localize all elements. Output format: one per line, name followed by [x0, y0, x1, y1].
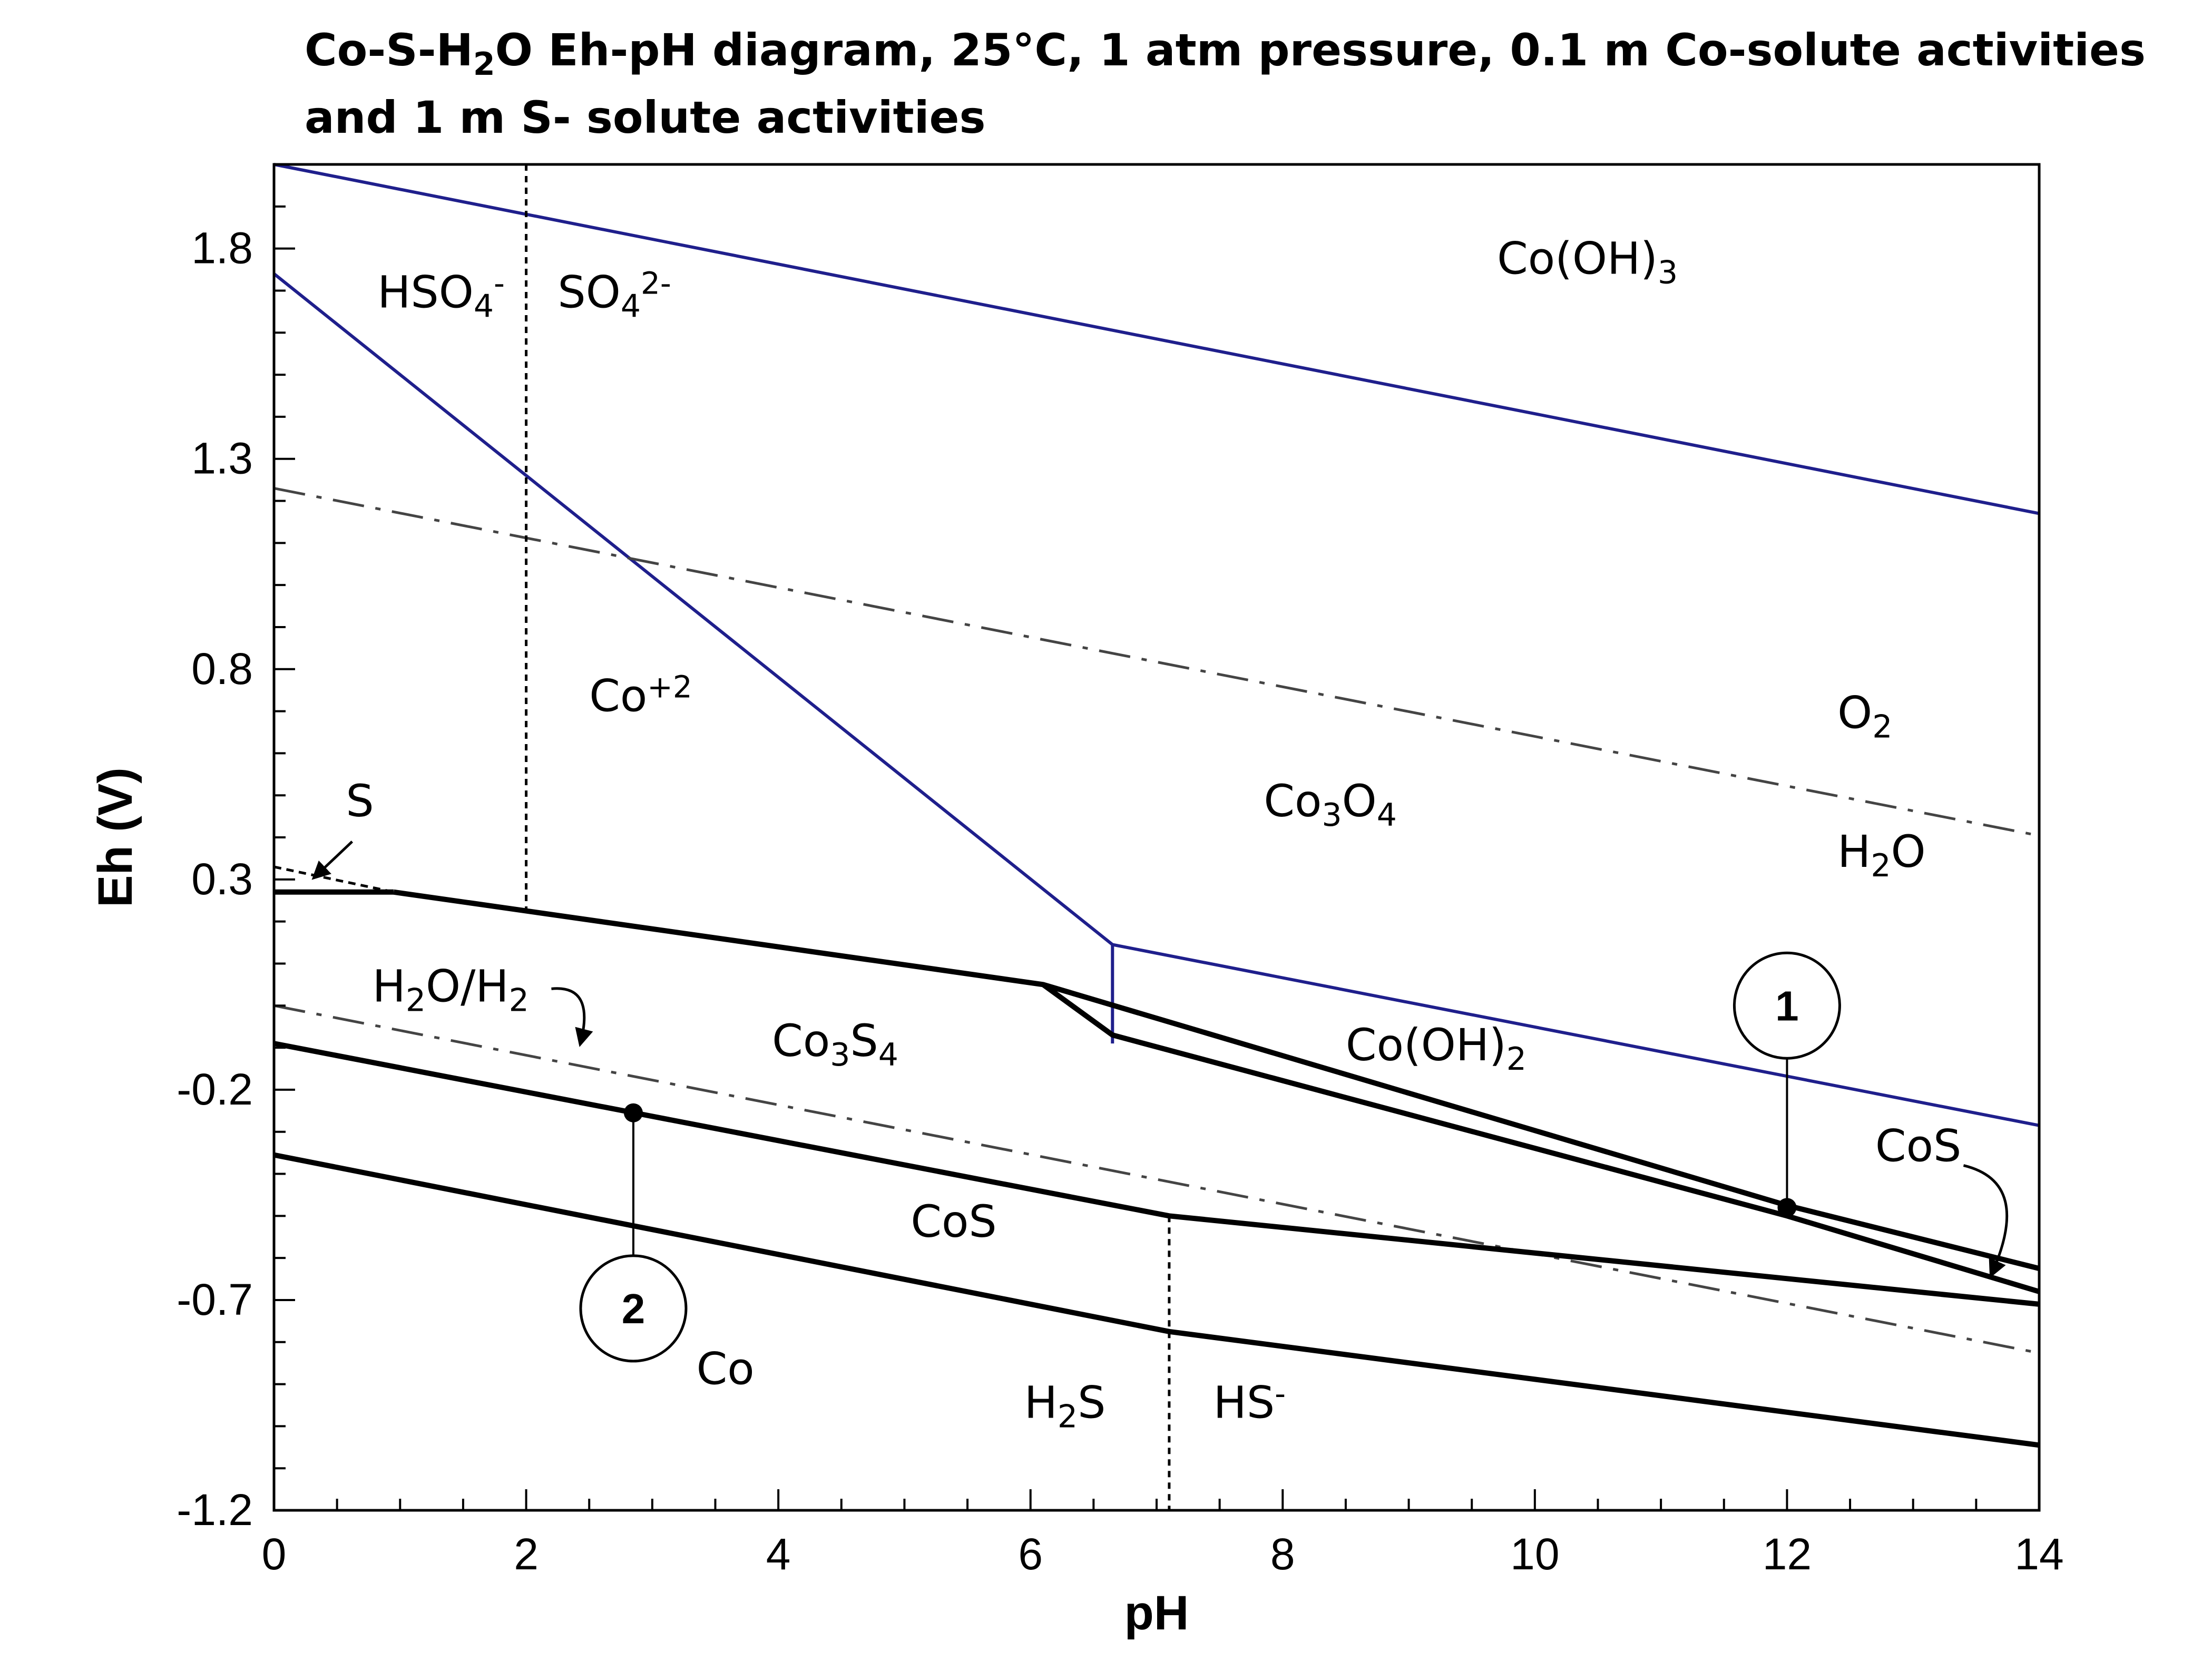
- chart-title: Co-S-H2O Eh-pH diagram, 25°C, 1 atm pres…: [305, 24, 2146, 143]
- region-label-4: Co3O4: [1264, 775, 1397, 834]
- x-tick-label-0: 0: [262, 1529, 287, 1579]
- region-label-3: Co+2: [589, 669, 692, 721]
- region-label-13: Co: [697, 1343, 755, 1395]
- arrow-s: [311, 841, 354, 880]
- region-label-11: CoS: [1875, 1120, 1961, 1172]
- region-label-1: HSO4-: [377, 265, 505, 325]
- arrow-h2o-h2: [551, 987, 593, 1047]
- x-axis-label: pH: [1124, 1586, 1189, 1640]
- x-tick-label-7: 14: [2014, 1529, 2063, 1579]
- region-label-6: H2O: [1837, 826, 1925, 884]
- chart-title-line2: and 1 m S- solute activities: [305, 92, 985, 143]
- x-tick-label-6: 12: [1763, 1529, 1812, 1579]
- series-line-0: [273, 163, 2040, 515]
- series-line-4: [273, 487, 2040, 837]
- region-label-5: O2: [1837, 687, 1892, 745]
- region-label-0: Co(OH)3: [1497, 233, 1678, 291]
- x-tick-label-1: 2: [514, 1529, 539, 1579]
- marker-dot-1: [1777, 1198, 1797, 1217]
- region-label-7: S: [346, 775, 374, 827]
- x-tick-label-4: 8: [1270, 1529, 1295, 1579]
- arrow-cos: [1963, 1164, 2009, 1278]
- y-tick-label-2: 0.8: [191, 644, 253, 694]
- series-line-6: [273, 865, 394, 894]
- region-label-8: H2O/H2: [373, 960, 529, 1019]
- x-tick-label-2: 4: [766, 1529, 791, 1579]
- series-line-8: [393, 889, 2040, 1294]
- y-tick-label-0: 1.8: [191, 223, 253, 273]
- marker-circle-1: [1733, 951, 1841, 1060]
- region-label-10: Co(OH)2: [1346, 1019, 1526, 1078]
- series-line-3: [1112, 943, 2040, 1127]
- chart-title-line1: Co-S-H2O Eh-pH diagram, 25°C, 1 atm pres…: [305, 24, 2146, 83]
- plot-border: [272, 163, 2041, 1512]
- x-tick-label-3: 6: [1018, 1529, 1043, 1579]
- y-tick-label-6: -1.2: [177, 1485, 253, 1535]
- region-label-2: SO42-: [557, 265, 671, 325]
- plot-layer: 1 2 Co(OH)3 HSO4- SO42- Co+2 Co3O4 O2 H2O S H2O/H2…: [273, 163, 2040, 1510]
- y-tick-label-4: -0.2: [177, 1064, 253, 1114]
- marker-label-2: 2: [622, 1285, 645, 1332]
- marker-circle-2: [579, 1254, 688, 1363]
- y-axis-label: Eh (V): [89, 767, 142, 907]
- marker-label-1: 1: [1775, 982, 1799, 1029]
- region-label-14: H2S: [1024, 1376, 1106, 1435]
- plot-frame: 0 2 4 6 8 10 12 141.81.30.80.3-0.2-0.7-1.2: [177, 163, 2064, 1579]
- y-tick-label-5: -0.7: [177, 1275, 253, 1324]
- y-tick-label-3: 0.3: [191, 854, 253, 904]
- region-label-15: HS-: [1214, 1375, 1286, 1428]
- marker-dot-2: [623, 1103, 643, 1122]
- series-line-11: [273, 1152, 2040, 1448]
- region-label-9: Co3S4: [772, 1015, 898, 1073]
- series-line-1: [273, 272, 1114, 946]
- region-label-12: CoS: [911, 1196, 996, 1247]
- y-tick-label-1: 1.3: [191, 434, 253, 483]
- series-line-10: [273, 1041, 2040, 1307]
- x-tick-label-5: 10: [1510, 1529, 1559, 1579]
